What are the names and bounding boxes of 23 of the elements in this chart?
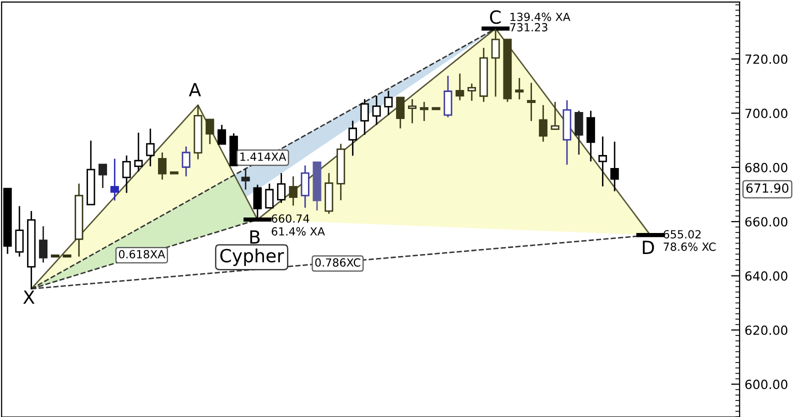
- annotation: B: [250, 230, 260, 244]
- annotation: 0.786XC: [315, 258, 360, 267]
- annotation: 61.4% XA: [272, 227, 325, 236]
- annotation: Cypher: [220, 248, 284, 266]
- annotation: 655.02: [664, 230, 701, 238]
- y-tick-label: 660.00: [745, 217, 788, 227]
- annotation: 660.74: [272, 214, 310, 223]
- y-tick-label: 600.00: [745, 380, 788, 390]
- annotation: A: [188, 83, 201, 96]
- annotation: 731.23: [510, 23, 548, 32]
- annotation: 1.414XA: [240, 152, 286, 161]
- annotation: 0.618XA: [118, 250, 166, 258]
- y-tick-label: 620.00: [745, 325, 788, 335]
- y-tick-label: 700.00: [745, 108, 788, 118]
- text: 671.90: [746, 183, 788, 193]
- annotation: 139.4% XA: [510, 12, 570, 22]
- annotation: C: [490, 10, 501, 24]
- y-tick-label: 680.00: [745, 162, 788, 172]
- y-tick-label: 640.00: [745, 271, 788, 281]
- annotation: 78.6% XC: [664, 242, 716, 251]
- annotation: X: [23, 290, 35, 304]
- annotation: D: [642, 240, 654, 254]
- y-tick-label: 720.00: [745, 54, 788, 64]
